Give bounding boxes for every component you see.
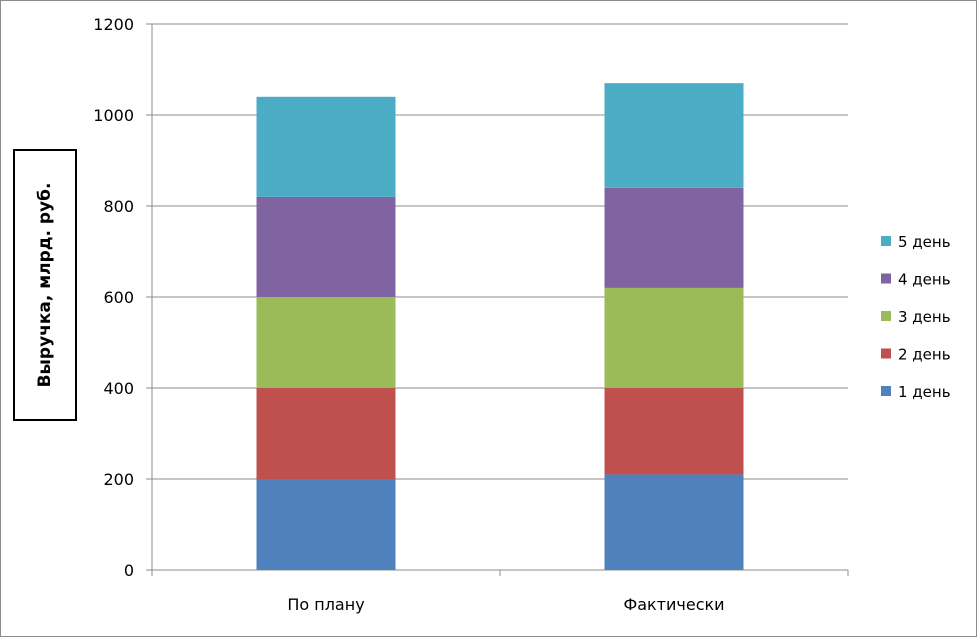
bar-segment (604, 287, 744, 388)
bar-segment (256, 196, 396, 297)
legend-label: 1 день (898, 383, 951, 401)
legend-swatch (881, 311, 891, 321)
legend-swatch (881, 236, 891, 246)
y-axis-label-box: Выручка, млрд. руб. (13, 149, 77, 421)
y-tick-label: 200 (103, 470, 134, 489)
y-tick-label: 1200 (93, 15, 134, 34)
bar-segment (256, 297, 396, 388)
y-tick-label: 1000 (93, 106, 134, 125)
bar-segment (604, 388, 744, 475)
x-category-label: Фактически (623, 595, 724, 614)
y-tick-label: 400 (103, 379, 134, 398)
bar-segment (604, 187, 744, 288)
y-tick-label: 600 (103, 288, 134, 307)
bar-segment (256, 388, 396, 479)
bar-segment (256, 96, 396, 197)
legend-label: 2 день (898, 346, 951, 364)
x-category-label: По плану (287, 595, 364, 614)
y-tick-label: 0 (124, 561, 134, 580)
y-tick-label: 800 (103, 197, 134, 216)
bar-segment (604, 474, 744, 570)
legend-label: 4 день (898, 271, 951, 289)
bar-segment (256, 479, 396, 570)
legend-swatch (881, 348, 891, 359)
legend-swatch (881, 273, 891, 284)
legend-label: 5 день (898, 233, 951, 251)
legend-label: 3 день (898, 308, 951, 326)
bar-segment (604, 83, 744, 188)
legend-swatch (881, 386, 891, 396)
